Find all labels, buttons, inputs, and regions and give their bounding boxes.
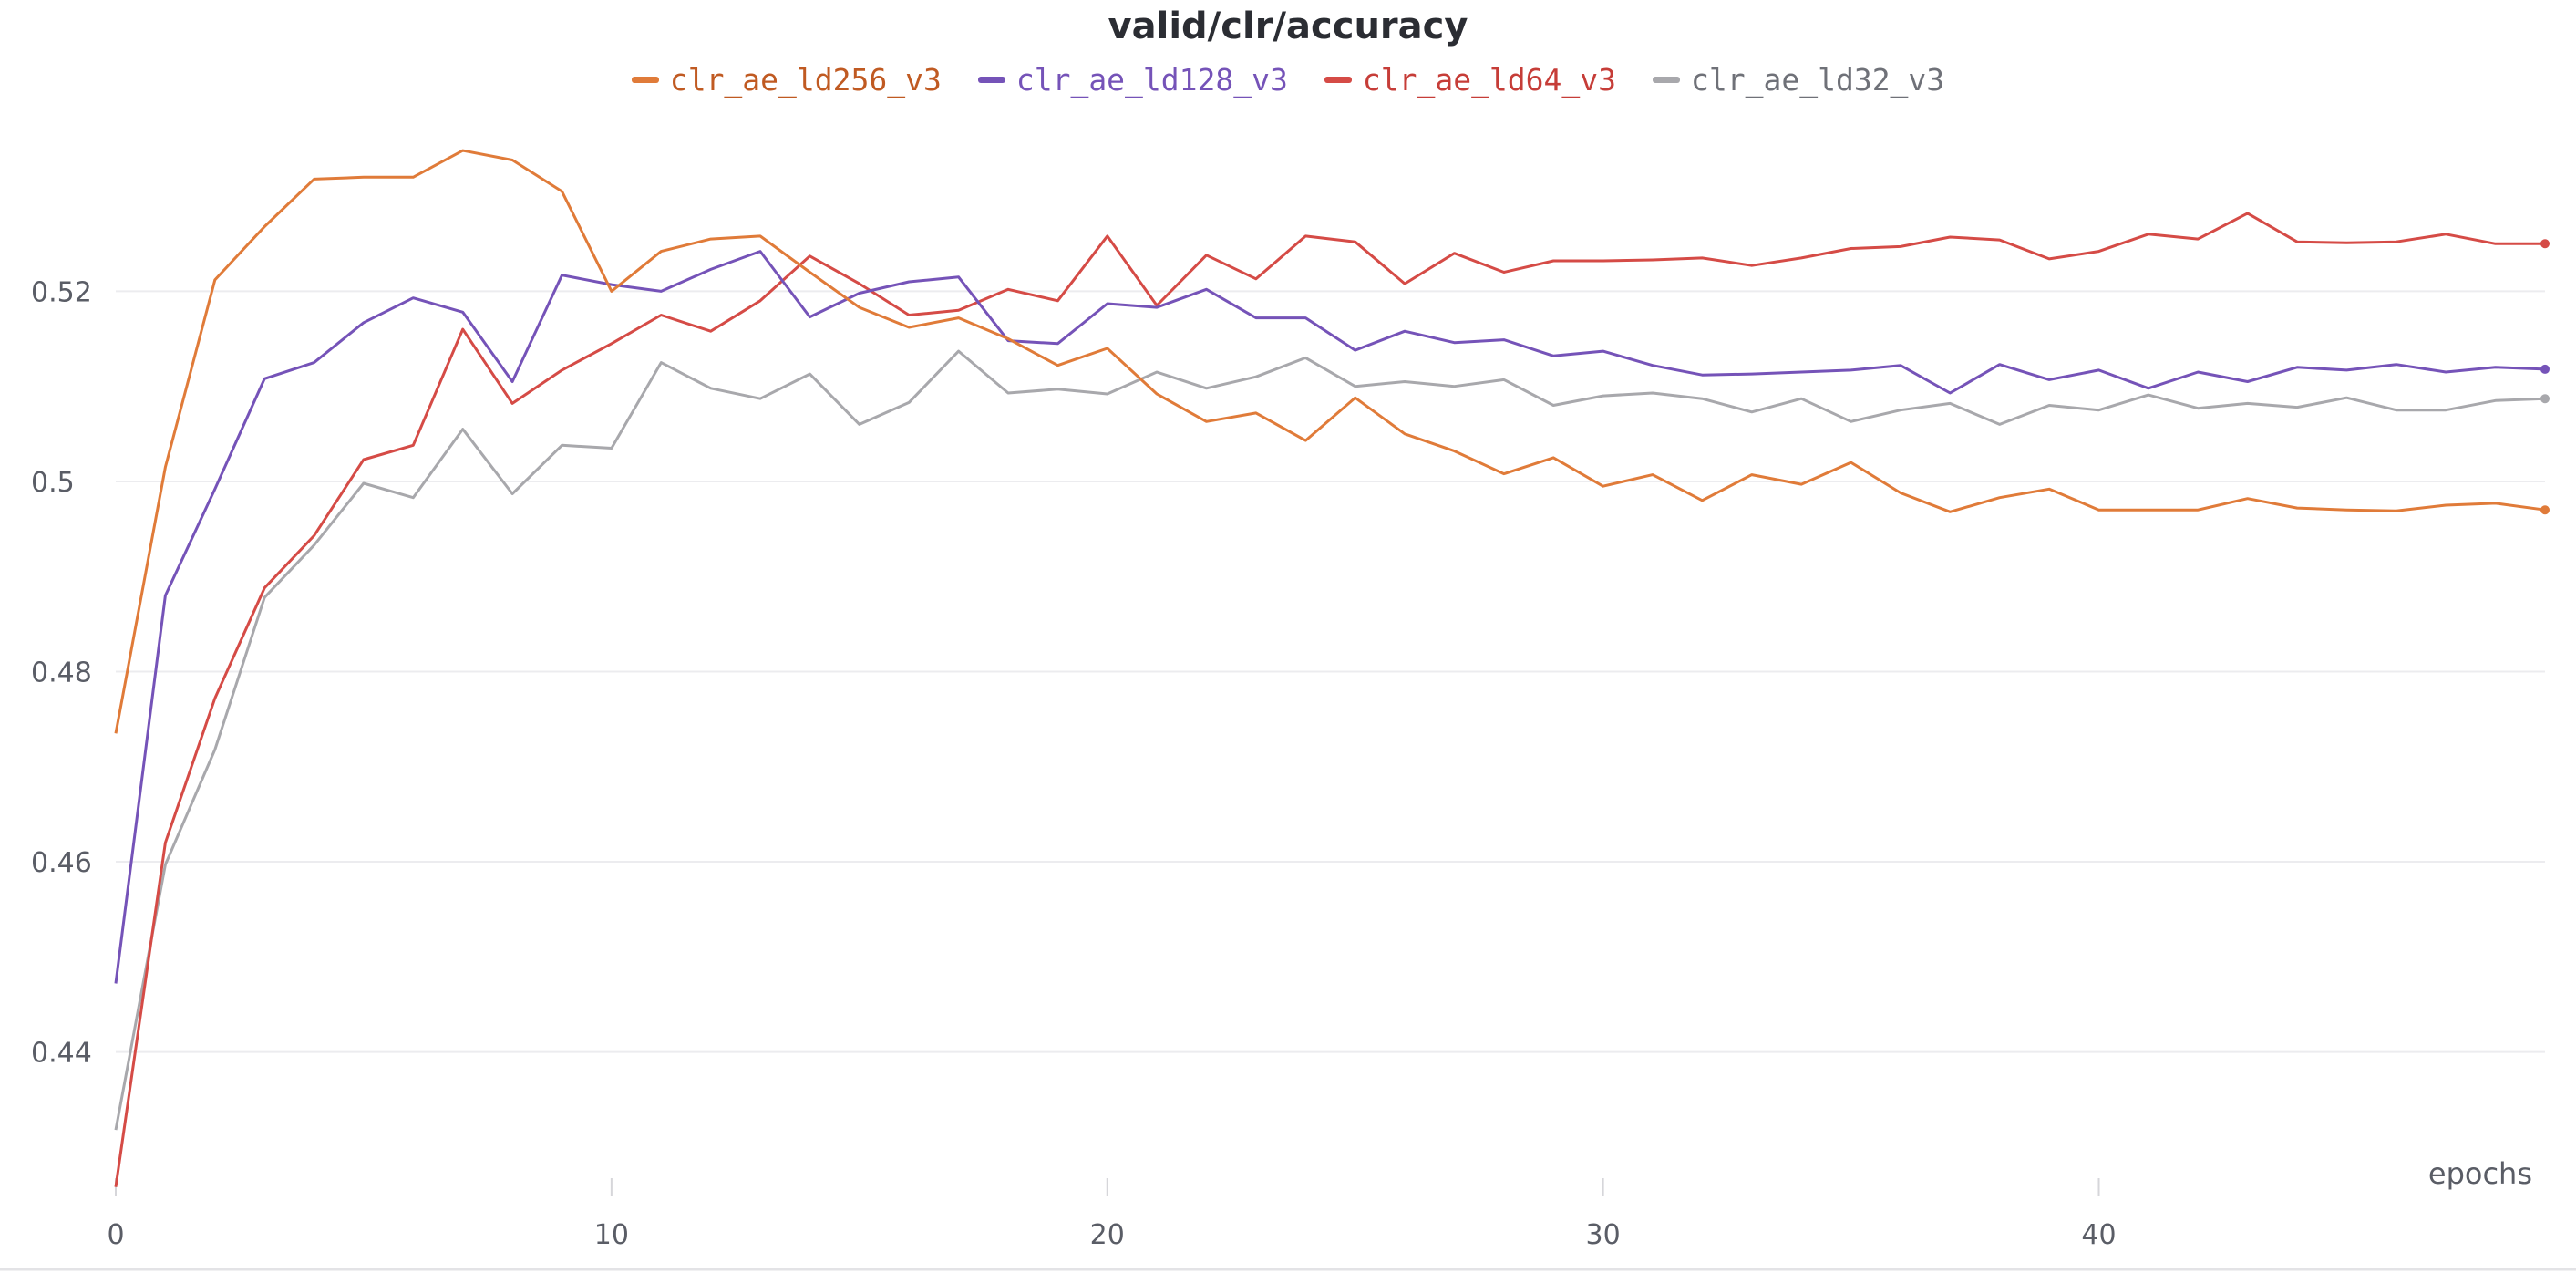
series-line-clr_ae_ld64_v3[interactable]	[114, 212, 2545, 1187]
series-lines[interactable]	[114, 149, 2550, 1187]
x-tick-label: 20	[1090, 1219, 1125, 1251]
legend-item-ld64[interactable]: clr_ae_ld64_v3	[1324, 62, 1616, 98]
legend-label-ld32: clr_ae_ld32_v3	[1691, 62, 1945, 98]
x-tick-label: 40	[2081, 1219, 2116, 1251]
legend-item-ld32[interactable]: clr_ae_ld32_v3	[1653, 62, 1944, 98]
y-tick-label: 0.5	[31, 467, 75, 499]
legend-swatch-ld64	[1324, 77, 1352, 83]
series-endpoint-clr_ae_ld64_v3[interactable]	[2540, 239, 2550, 249]
series-line-clr_ae_ld128_v3[interactable]	[114, 250, 2546, 984]
chart-legend: clr_ae_ld256_v3 clr_ae_ld128_v3 clr_ae_l…	[0, 62, 2576, 98]
y-tick-label: 0.44	[31, 1038, 92, 1070]
legend-item-ld256[interactable]: clr_ae_ld256_v3	[631, 62, 942, 98]
series-endpoint-clr_ae_ld128_v3[interactable]	[2540, 364, 2550, 374]
y-tick-label: 0.48	[31, 657, 92, 688]
legend-swatch-ld128	[977, 77, 1005, 83]
x-tick-label: 30	[1586, 1219, 1621, 1251]
legend-swatch-ld256	[631, 77, 659, 83]
legend-swatch-ld32	[1653, 77, 1681, 83]
series-line-clr_ae_ld32_v3[interactable]	[114, 349, 2546, 1131]
y-tick-label: 0.52	[31, 276, 92, 308]
series-line-clr_ae_ld256_v3[interactable]	[114, 149, 2546, 734]
series-endpoint-clr_ae_ld32_v3[interactable]	[2540, 394, 2550, 404]
series-endpoint-clr_ae_ld256_v3[interactable]	[2540, 505, 2550, 515]
legend-item-ld128[interactable]: clr_ae_ld128_v3	[977, 62, 1288, 98]
y-axis-tick-labels: 0.44 0.46 0.48 0.5 0.52	[31, 276, 92, 1069]
grid-lines	[116, 290, 2545, 1053]
chart-title: valid/clr/accuracy	[1108, 5, 1468, 47]
x-axis-tick-labels: 0 10 20 30 40	[107, 1178, 2117, 1251]
legend-label-ld64: clr_ae_ld64_v3	[1362, 62, 1617, 98]
legend-label-ld128: clr_ae_ld128_v3	[1015, 62, 1288, 98]
x-axis-label: epochs	[2428, 1156, 2532, 1191]
y-tick-label: 0.46	[31, 847, 92, 879]
x-tick-label: 0	[107, 1219, 124, 1251]
x-tick-label: 10	[594, 1219, 629, 1251]
legend-label-ld256: clr_ae_ld256_v3	[669, 62, 942, 98]
